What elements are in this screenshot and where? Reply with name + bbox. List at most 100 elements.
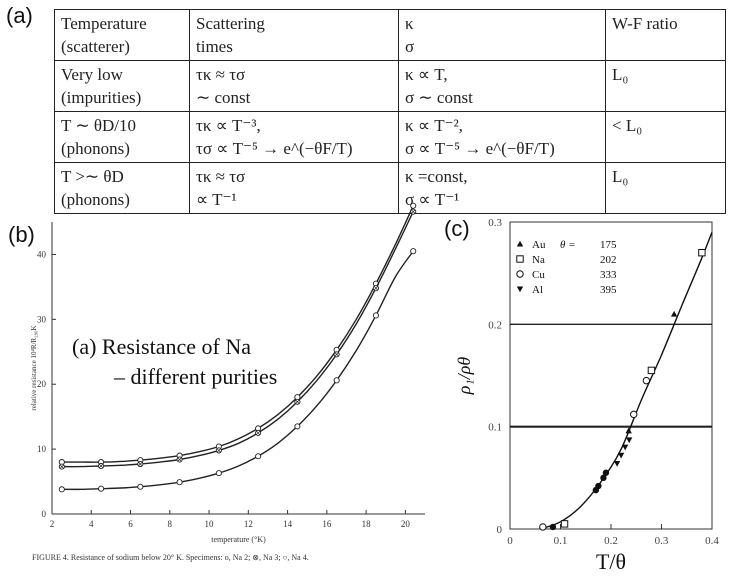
data-point xyxy=(256,430,261,435)
cell-line: ∝ T⁻¹ xyxy=(196,188,392,211)
panel-label-a: (a) xyxy=(6,3,33,29)
data-point xyxy=(98,463,103,468)
table-cell: Very low (impurities) xyxy=(55,61,190,112)
y-tick-label: 40 xyxy=(37,249,47,259)
cell-line: L₀ xyxy=(612,165,719,188)
figure-caption: FIGURE 4. Resistance of sodium below 20°… xyxy=(32,553,309,562)
data-point xyxy=(177,457,182,462)
fit-curve xyxy=(540,232,712,529)
cell-line: T ∼ θD/10 xyxy=(61,114,183,137)
series-line xyxy=(62,212,413,467)
y-tick-label: 0.3 xyxy=(488,217,502,229)
cell-line: Scattering xyxy=(196,12,392,35)
legend-entry-theta: 333 xyxy=(600,269,617,281)
data-point xyxy=(373,281,378,286)
table-cell: T >∼ θD (phonons) xyxy=(55,163,190,214)
marker-triangle-down xyxy=(622,445,628,451)
data-point xyxy=(295,395,300,400)
marker-square xyxy=(561,521,567,527)
y-axis-label: ρ₁/ρθ xyxy=(454,357,474,396)
table-cell: Temperature (scatterer) xyxy=(55,10,190,61)
cell-line: T >∼ θD xyxy=(61,165,183,188)
y-tick-label: 0 xyxy=(497,524,503,536)
cell-line: τκ ∝ T⁻³, xyxy=(196,114,392,137)
cell-line: (phonons) xyxy=(61,137,183,160)
marker-circle-filled xyxy=(600,475,606,481)
scattering-table: Temperature (scatterer) Scattering times κ… xyxy=(54,9,726,214)
marker-circle-open xyxy=(631,411,637,417)
marker-triangle-down xyxy=(517,286,523,292)
cell-line: (impurities) xyxy=(61,86,183,109)
cell-line: κ xyxy=(405,12,599,35)
table-cell: W-F ratio xyxy=(606,10,726,61)
cell-line: σ ∝ T⁻⁵ → e^(−θF/T) xyxy=(405,137,599,160)
data-point-cross xyxy=(374,286,378,290)
data-point-cross xyxy=(178,458,182,462)
marker-square xyxy=(699,250,705,256)
annotation-line: (a) Resistance of Na xyxy=(72,334,251,359)
marker-circle-open xyxy=(540,524,546,530)
legend-entry-theta: 175 xyxy=(600,239,617,251)
data-point-cross xyxy=(335,353,339,357)
data-point xyxy=(216,471,221,476)
x-tick-label: 2 xyxy=(50,519,55,529)
legend-entry-theta: 395 xyxy=(600,284,617,296)
data-point-cross xyxy=(256,431,260,435)
data-point-cross xyxy=(60,465,64,469)
data-point xyxy=(98,459,103,464)
data-point xyxy=(256,426,261,431)
x-tick-label: 0 xyxy=(507,535,513,547)
table-cell: L₀ xyxy=(606,163,726,214)
x-tick-label: 12 xyxy=(244,519,253,529)
marker-circle-filled xyxy=(603,470,609,476)
data-point xyxy=(373,286,378,291)
data-point xyxy=(334,352,339,357)
y-tick-label: 0.1 xyxy=(488,422,502,434)
data-point xyxy=(295,424,300,429)
marker-square xyxy=(648,367,654,373)
data-point-cross xyxy=(99,464,103,468)
data-point-cross xyxy=(139,462,143,466)
marker-triangle-down xyxy=(618,453,624,459)
table-cell: < L₀ xyxy=(606,112,726,163)
plot-frame xyxy=(510,222,712,529)
table-cell: τκ ≈ τσ ∼ const xyxy=(190,61,399,112)
annotation-line: – different purities xyxy=(113,364,277,389)
data-point-cross xyxy=(374,286,378,290)
legend-entry-name: Cu xyxy=(532,269,545,281)
cell-line: κ ∝ T, xyxy=(405,63,599,86)
cell-line: τκ ≈ τσ xyxy=(196,63,392,86)
data-point-cross xyxy=(335,353,339,357)
cell-line: σ ∝ T⁻¹ xyxy=(405,188,599,211)
data-point xyxy=(59,459,64,464)
panel-label-c: (c) xyxy=(444,216,470,242)
panel-label-b: (b) xyxy=(8,222,35,248)
cell-line: < L₀ xyxy=(612,114,719,137)
y-tick-label: 0.2 xyxy=(488,319,502,331)
marker-triangle-up xyxy=(625,428,631,434)
cell-line: (scatterer) xyxy=(61,35,183,58)
legend-entry-name: Al xyxy=(532,284,543,296)
table-header-row: Temperature (scatterer) Scattering times κ… xyxy=(55,10,726,61)
cell-line: τκ ≈ τσ xyxy=(196,165,392,188)
x-tick-label: 20 xyxy=(401,519,411,529)
y-tick-label: 10 xyxy=(37,444,47,454)
data-point-cross xyxy=(256,431,260,435)
cell-line: κ ∝ T⁻², xyxy=(405,114,599,137)
marker-circle-filled xyxy=(593,487,599,493)
legend-title: θ = xyxy=(560,239,576,251)
table-row: Very low (impurities) τκ ≈ τσ ∼ const κ ∝ … xyxy=(55,61,726,112)
cell-line: κ =const, xyxy=(405,165,599,188)
table-cell: τκ ≈ τσ ∝ T⁻¹ xyxy=(190,163,399,214)
table-cell: Scattering times xyxy=(190,10,399,61)
marker-triangle-up xyxy=(671,311,677,317)
data-point xyxy=(334,378,339,383)
data-point-cross xyxy=(60,465,64,469)
table-cell: τκ ∝ T⁻³, τσ ∝ T⁻⁵ → e^(−θF/T) xyxy=(190,112,399,163)
data-point xyxy=(138,458,143,463)
cell-line: times xyxy=(196,35,392,58)
cell-line: σ ∼ const xyxy=(405,86,599,109)
x-tick-label: 10 xyxy=(205,519,215,529)
x-tick-label: 14 xyxy=(283,519,293,529)
cell-line: L₀ xyxy=(612,63,719,86)
